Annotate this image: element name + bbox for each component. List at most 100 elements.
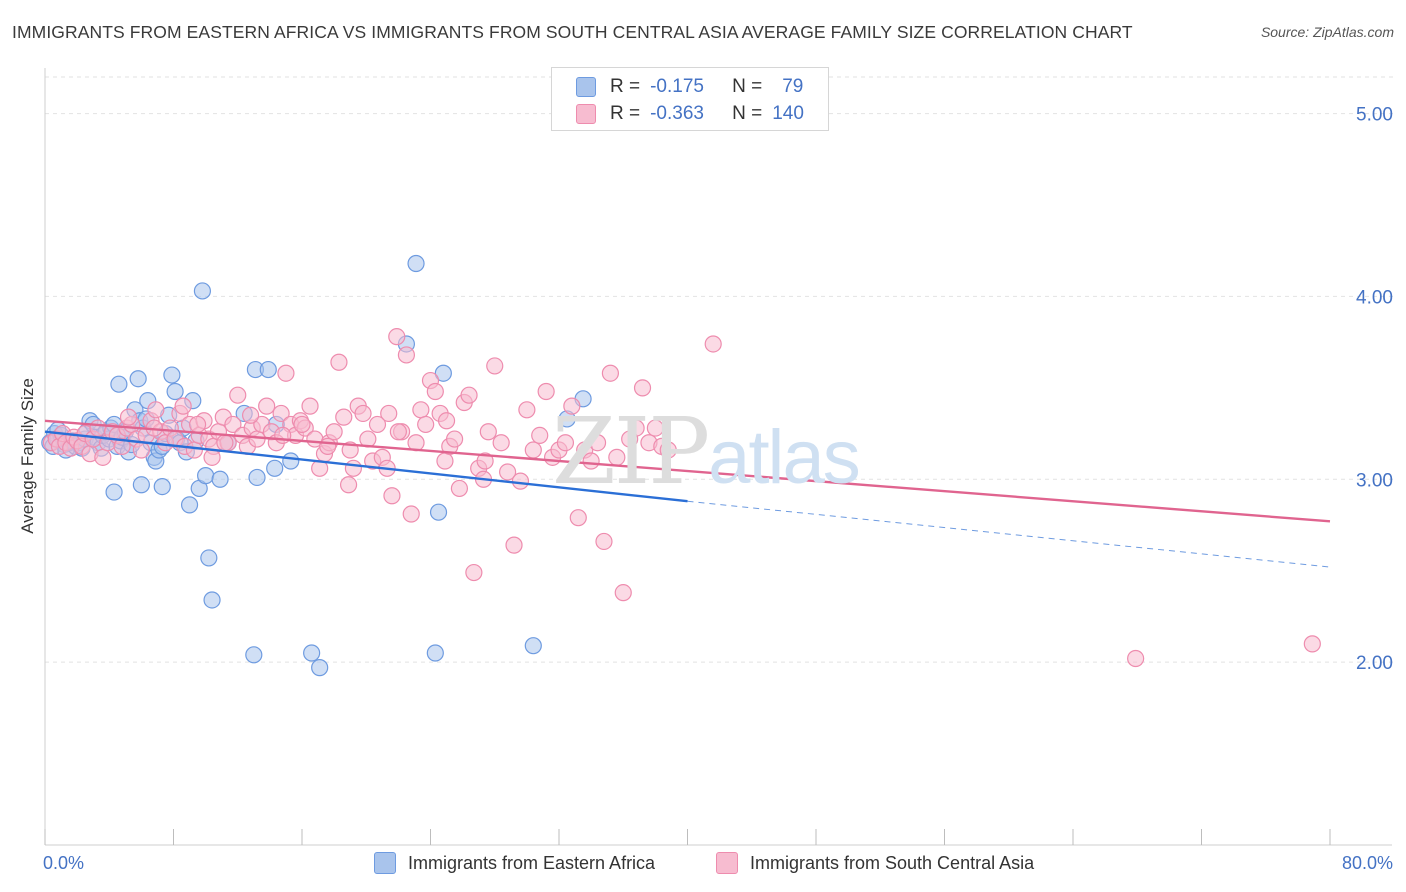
data-point: [188, 415, 207, 434]
data-point: [344, 459, 362, 477]
data-point: [627, 419, 645, 437]
legend-n-value: 79: [782, 76, 804, 97]
data-point: [259, 360, 277, 379]
y-tick-label: 5.00: [1356, 105, 1393, 126]
data-point: [258, 397, 276, 415]
data-point: [89, 419, 107, 437]
legend-r-value: -0.363: [650, 103, 704, 124]
data-point: [417, 415, 435, 434]
data-point: [245, 646, 263, 664]
data-point: [216, 434, 234, 452]
data-point: [436, 452, 454, 470]
axes: [44, 68, 1392, 846]
data-point: [277, 364, 295, 382]
data-point: [476, 452, 494, 470]
data-point: [129, 370, 147, 388]
legend-swatch-eastern-africa: [576, 77, 596, 97]
trend-line-south-central-asia: [44, 419, 1331, 523]
data-point: [193, 282, 212, 300]
bottom-legend-label: Immigrants from South Central Asia: [750, 852, 1035, 873]
data-point: [588, 434, 607, 452]
data-point: [646, 419, 664, 437]
data-point: [380, 404, 398, 423]
data-point: [335, 408, 353, 426]
data-point: [311, 659, 329, 677]
legend-row-south-central-asia: R = -0.363 N = 140: [576, 102, 804, 126]
x-tick-label-max: 80.0%: [1342, 853, 1393, 873]
data-point: [429, 503, 448, 521]
data-point: [339, 476, 358, 494]
data-point: [486, 357, 504, 375]
data-point: [224, 415, 242, 434]
y-tick-label: 2.00: [1356, 653, 1393, 674]
data-point: [110, 375, 128, 393]
data-point: [445, 430, 464, 448]
data-point: [492, 434, 510, 452]
watermark: ZIPatlas: [552, 398, 861, 505]
data-point: [368, 415, 387, 434]
data-point: [412, 401, 430, 419]
data-point: [511, 472, 530, 490]
data-point: [132, 476, 150, 494]
data-point: [200, 549, 218, 567]
bottom-legend-swatch: [716, 852, 738, 874]
data-point: [132, 441, 150, 459]
data-point: [303, 644, 321, 662]
data-point: [166, 382, 184, 401]
data-point: [248, 468, 266, 487]
data-point: [1127, 649, 1145, 668]
data-point: [402, 505, 420, 523]
data-point: [330, 353, 348, 371]
data-point: [266, 459, 284, 477]
data-point: [153, 478, 171, 496]
x-tick-label-min: 0.0%: [43, 853, 84, 873]
trend-extension-eastern-africa: [687, 500, 1331, 568]
data-point: [505, 536, 523, 554]
data-point: [325, 423, 343, 441]
data-point: [383, 487, 401, 505]
data-point: [203, 448, 221, 466]
bottom-legend-south-central-asia: Immigrants from South Central Asia: [716, 852, 1034, 874]
data-point: [197, 467, 215, 485]
legend-swatch-south-central-asia: [576, 104, 596, 124]
data-point: [388, 328, 406, 346]
legend-n-value: 140: [772, 103, 804, 124]
data-point: [479, 423, 497, 441]
legend-r-label: R =: [610, 76, 641, 97]
chart-title: IMMIGRANTS FROM EASTERN AFRICA VS IMMIGR…: [12, 22, 1133, 42]
bottom-legend-eastern-africa: Immigrants from Eastern Africa: [374, 852, 655, 874]
data-point: [614, 584, 632, 602]
data-point: [1303, 635, 1321, 653]
trend-line-eastern-africa: [44, 430, 688, 503]
data-point: [242, 406, 260, 424]
data-point: [113, 437, 131, 455]
y-axis-label: Average Family Size: [18, 378, 37, 534]
legend-r-label: R =: [610, 103, 641, 124]
data-point: [203, 591, 221, 609]
data-point: [659, 441, 677, 459]
data-point: [524, 637, 542, 655]
data-point: [556, 434, 575, 452]
data-point: [437, 412, 456, 430]
data-point: [229, 386, 247, 404]
data-point: [248, 430, 266, 448]
data-point: [147, 401, 165, 419]
data-point: [633, 379, 652, 397]
data-point: [531, 426, 549, 444]
bottom-legend-swatch: [374, 852, 396, 874]
data-point: [174, 397, 192, 415]
data-point: [563, 397, 581, 415]
data-point: [704, 335, 722, 353]
data-point: [301, 397, 319, 415]
data-point: [499, 463, 517, 481]
legend-r-value: -0.175: [650, 76, 704, 97]
data-point: [426, 382, 444, 401]
data-point: [105, 483, 123, 501]
data-point: [119, 408, 138, 426]
y-tick-label: 3.00: [1356, 470, 1393, 491]
data-point: [518, 401, 536, 419]
legend-n-label: N =: [732, 76, 763, 97]
data-point: [601, 364, 620, 382]
trend-lines: [44, 419, 1331, 568]
